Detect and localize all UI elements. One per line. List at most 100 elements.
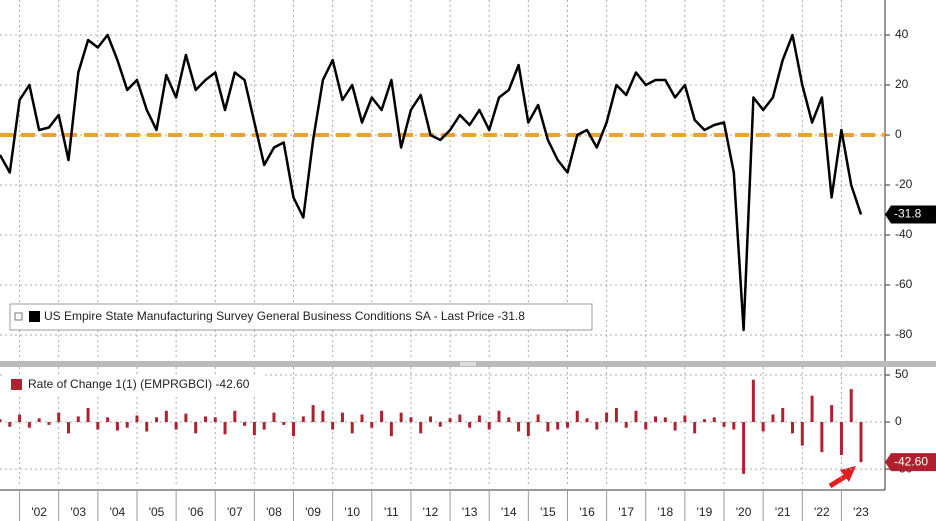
x-tick-label: '14 — [501, 505, 517, 519]
x-tick-label: '13 — [462, 505, 478, 519]
bar — [380, 410, 384, 423]
x-tick-label: '03 — [70, 505, 86, 519]
y-tick-label: 0 — [895, 127, 902, 141]
bar — [605, 412, 609, 423]
bar — [859, 422, 863, 463]
bar — [18, 414, 22, 423]
bar — [595, 422, 599, 430]
x-tick-label: '12 — [423, 505, 439, 519]
bar — [350, 422, 354, 434]
bar — [389, 422, 393, 437]
x-tick-label: '19 — [697, 505, 713, 519]
x-tick-label: '15 — [540, 505, 556, 519]
bar — [292, 422, 296, 437]
bar — [27, 422, 31, 428]
bar — [791, 422, 795, 434]
last-value-bg — [885, 205, 936, 224]
last-value-bg — [885, 453, 936, 472]
bar — [644, 422, 648, 430]
bar — [663, 417, 667, 423]
last-value-box: -42.60 — [885, 453, 936, 472]
legend-label: Rate of Change 1(1) (EMPRGBCI) -42.60 — [28, 377, 250, 391]
bar — [243, 422, 247, 426]
bar — [370, 422, 374, 428]
bar — [487, 422, 491, 430]
x-tick-label: '05 — [149, 505, 165, 519]
bar — [781, 407, 785, 423]
x-tick-label: '10 — [344, 505, 360, 519]
bar — [556, 422, 560, 430]
bar — [800, 422, 804, 446]
y-tick-label: 0 — [895, 414, 902, 428]
legend-swatch — [29, 311, 40, 322]
bar — [321, 410, 325, 423]
bar — [536, 414, 540, 423]
x-tick-label: '11 — [384, 505, 399, 519]
bar — [839, 422, 843, 455]
bar — [565, 422, 569, 428]
y-tick-label: 40 — [895, 27, 909, 41]
bar — [614, 407, 618, 423]
arrow — [828, 473, 848, 489]
bar — [174, 422, 178, 430]
y-tick-label: -80 — [895, 327, 913, 341]
y-tick-label: -40 — [895, 227, 913, 241]
bar — [262, 422, 266, 430]
bar — [468, 422, 472, 428]
bar — [8, 422, 12, 427]
bar — [125, 422, 129, 428]
x-tick-label: '18 — [657, 505, 673, 519]
bar — [37, 418, 41, 423]
bar — [115, 422, 119, 431]
y-tick-label: -20 — [895, 177, 913, 191]
legend-swatch — [11, 379, 22, 390]
x-tick-label: '09 — [305, 505, 321, 519]
bar — [654, 416, 658, 423]
bar — [213, 417, 217, 423]
x-tick-label: '21 — [775, 505, 791, 519]
bar — [693, 422, 697, 434]
bar — [399, 412, 403, 423]
bar — [0, 419, 2, 423]
bar — [360, 414, 364, 423]
bar — [184, 413, 188, 423]
bar — [526, 422, 530, 437]
bar — [96, 422, 100, 430]
legend-toggle — [14, 312, 23, 321]
bar — [47, 422, 51, 425]
bar — [164, 410, 168, 423]
bar — [712, 417, 716, 423]
x-tick-label: '22 — [814, 505, 830, 519]
bar — [624, 422, 628, 428]
bar — [194, 422, 198, 434]
bar — [761, 422, 765, 432]
bar — [438, 422, 442, 427]
bar — [409, 417, 413, 423]
bar — [742, 422, 746, 474]
panel-divider — [0, 361, 936, 367]
bar — [702, 419, 706, 423]
x-tick-label: '17 — [618, 505, 634, 519]
y-tick-label: 20 — [895, 77, 909, 91]
bar — [311, 405, 315, 423]
bar — [634, 410, 638, 423]
bar — [66, 422, 70, 434]
bar — [771, 414, 775, 423]
bar — [448, 418, 452, 423]
bar — [301, 416, 305, 423]
bar — [340, 412, 344, 423]
bar — [732, 422, 736, 430]
bar — [233, 410, 237, 423]
bar — [683, 415, 687, 423]
bar — [76, 416, 80, 423]
bar — [830, 405, 834, 423]
bar — [331, 422, 335, 430]
x-tick-label: '07 — [227, 505, 243, 519]
bar — [282, 422, 286, 425]
x-tick-label: '02 — [31, 505, 47, 519]
bar — [585, 418, 589, 423]
bar — [203, 416, 207, 423]
bar — [546, 422, 550, 432]
bar — [57, 412, 61, 423]
